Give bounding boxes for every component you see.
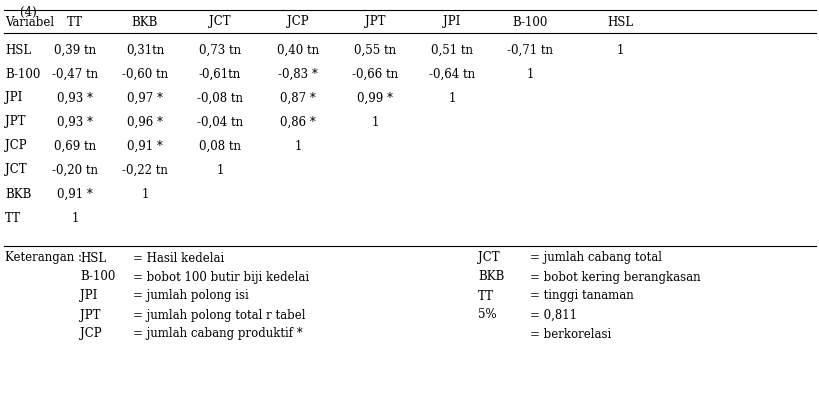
Text: 0,96 *: 0,96 * [127,115,163,129]
Text: = tinggi tanaman: = tinggi tanaman [529,290,633,302]
Text: B-100: B-100 [512,16,547,29]
Text: JPI: JPI [80,290,97,302]
Text: 0,91 *: 0,91 * [57,188,93,200]
Text: -0,20 tn: -0,20 tn [52,164,98,177]
Text: 0,51 tn: 0,51 tn [431,44,473,56]
Text: 1: 1 [216,164,224,177]
Text: JCP: JCP [5,140,26,153]
Text: 0,08 tn: 0,08 tn [199,140,241,153]
Text: 0,93 *: 0,93 * [57,115,93,129]
Text: 5%: 5% [477,308,496,322]
Text: = bobot 100 butir biji kedelai: = bobot 100 butir biji kedelai [133,271,309,284]
Text: TT: TT [5,211,21,224]
Text: 0,40 tn: 0,40 tn [277,44,319,56]
Text: = jumlah polong total r tabel: = jumlah polong total r tabel [133,308,305,322]
Text: JPI: JPI [5,91,22,104]
Text: 0,91 *: 0,91 * [127,140,163,153]
Text: -0,66 tn: -0,66 tn [351,67,397,80]
Text: JPT: JPT [5,115,25,129]
Text: HSL: HSL [5,44,31,56]
Text: 0,97 *: 0,97 * [127,91,163,104]
Text: Keterangan :: Keterangan : [5,251,82,264]
Text: 1: 1 [371,115,378,129]
Text: B-100: B-100 [80,271,115,284]
Text: 1: 1 [616,44,623,56]
Text: 0,69 tn: 0,69 tn [54,140,96,153]
Text: -0,71 tn: -0,71 tn [506,44,552,56]
Text: JCT: JCT [209,16,230,29]
Text: 1: 1 [526,67,533,80]
Text: -0,83 *: -0,83 * [278,67,318,80]
Text: = jumlah cabang total: = jumlah cabang total [529,251,661,264]
Text: 1: 1 [448,91,455,104]
Text: -0,47 tn: -0,47 tn [52,67,98,80]
Text: = berkorelasi: = berkorelasi [529,328,610,341]
Text: 0,31tn: 0,31tn [126,44,164,56]
Text: 0,93 *: 0,93 * [57,91,93,104]
Text: = jumlah polong isi: = jumlah polong isi [133,290,248,302]
Text: 1: 1 [71,211,79,224]
Text: -0,64 tn: -0,64 tn [428,67,474,80]
Text: Variabel: Variabel [5,16,54,29]
Text: -0,61tn: -0,61tn [199,67,241,80]
Text: JCT: JCT [477,251,499,264]
Text: 0,86 *: 0,86 * [280,115,315,129]
Text: -0,60 tn: -0,60 tn [122,67,168,80]
Text: HSL: HSL [606,16,632,29]
Text: TT: TT [67,16,83,29]
Text: BKB: BKB [5,188,31,200]
Text: JPT: JPT [80,308,101,322]
Text: HSL: HSL [80,251,106,264]
Text: JCP: JCP [287,16,309,29]
Text: 0,73 tn: 0,73 tn [199,44,241,56]
Text: = 0,811: = 0,811 [529,308,577,322]
Text: -0,08 tn: -0,08 tn [197,91,242,104]
Text: TT: TT [477,290,493,302]
Text: 0,87 *: 0,87 * [280,91,315,104]
Text: BKB: BKB [132,16,158,29]
Text: = bobot kering berangkasan: = bobot kering berangkasan [529,271,699,284]
Text: 0,39 tn: 0,39 tn [54,44,96,56]
Text: JPI: JPI [443,16,460,29]
Text: = Hasil kedelai: = Hasil kedelai [133,251,224,264]
Text: (4): (4) [5,6,37,19]
Text: BKB: BKB [477,271,504,284]
Text: JPT: JPT [364,16,385,29]
Text: 0,99 *: 0,99 * [356,91,392,104]
Text: 1: 1 [294,140,301,153]
Text: B-100: B-100 [5,67,40,80]
Text: -0,04 tn: -0,04 tn [197,115,242,129]
Text: -0,22 tn: -0,22 tn [122,164,168,177]
Text: 1: 1 [141,188,148,200]
Text: JCP: JCP [80,328,102,341]
Text: = jumlah cabang produktif *: = jumlah cabang produktif * [133,328,302,341]
Text: JCT: JCT [5,164,26,177]
Text: 0,55 tn: 0,55 tn [354,44,396,56]
